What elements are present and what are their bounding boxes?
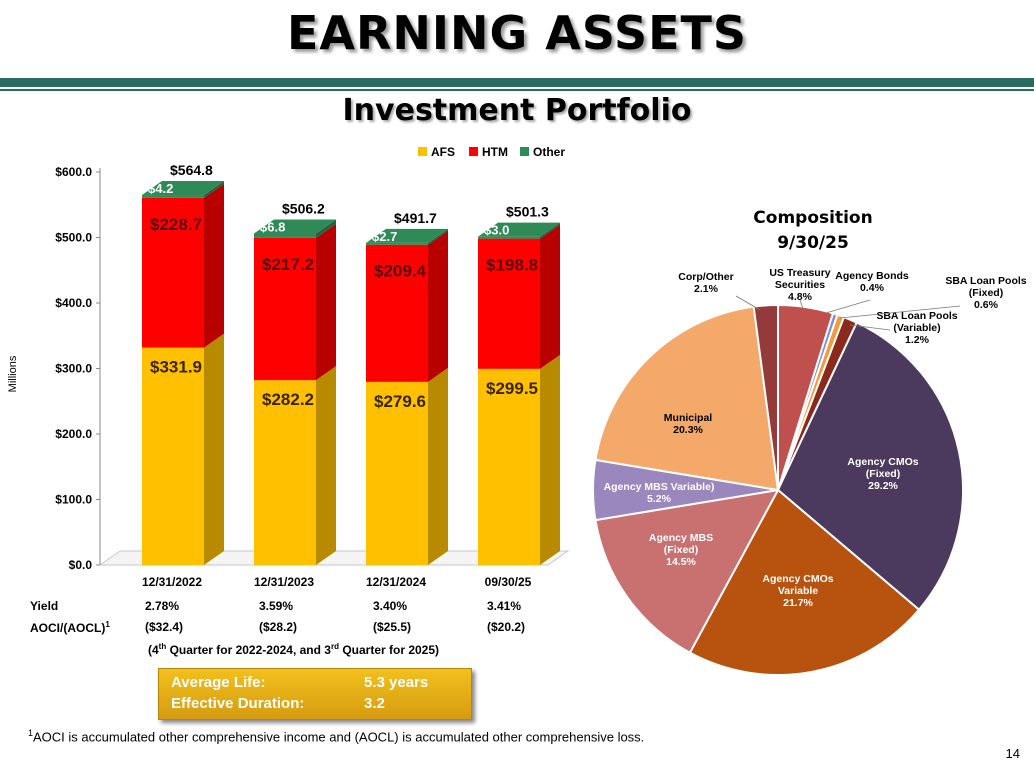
eff-duration-value: 3.2 xyxy=(364,695,385,712)
bar-top xyxy=(142,181,224,196)
bar-afs xyxy=(366,381,428,565)
bar-htm xyxy=(254,237,316,381)
bar-side xyxy=(316,366,336,565)
y-tick-label: $500.0 xyxy=(55,231,92,245)
yield-row-label: Yield xyxy=(30,599,59,613)
bar-value-label: $279.6 xyxy=(374,392,426,411)
aoci-value: ($28.2) xyxy=(259,620,298,634)
bar-other xyxy=(478,236,540,239)
bar-side xyxy=(204,333,224,565)
yield-value: 2.78% xyxy=(145,599,180,613)
x-tick-label: 12/31/2022 xyxy=(142,575,202,589)
bar-value-label: $282.2 xyxy=(262,390,314,409)
bar-htm xyxy=(478,238,540,369)
page-number: 14 xyxy=(1005,746,1020,761)
aoci-value: ($32.4) xyxy=(145,620,184,634)
bar-side xyxy=(428,228,448,245)
bar-value-label: $198.8 xyxy=(486,256,538,275)
bar-top xyxy=(366,228,448,243)
bar-total-label: $491.7 xyxy=(394,210,437,226)
yield-value: 3.41% xyxy=(487,599,522,613)
bar-afs xyxy=(478,368,540,565)
eff-duration-label: Effective Duration: xyxy=(171,695,305,712)
bar-side xyxy=(204,181,224,198)
bar-value-label: $2.7 xyxy=(372,229,397,244)
legend-swatch xyxy=(418,147,427,156)
bar-top xyxy=(254,219,336,234)
bar-side xyxy=(428,230,448,382)
y-tick-label: $300.0 xyxy=(55,362,92,376)
bar-total-label: $506.2 xyxy=(282,200,325,216)
yield-value: 3.59% xyxy=(259,599,294,613)
bar-htm xyxy=(366,244,428,382)
bar-other xyxy=(254,233,316,238)
bar-side xyxy=(540,354,560,565)
bar-htm xyxy=(142,197,204,348)
bar-other xyxy=(366,242,428,245)
bar-total-label: $564.8 xyxy=(170,162,213,178)
header-rule xyxy=(0,78,1034,87)
bar-value-label: $299.5 xyxy=(486,379,538,398)
aoci-row-label: AOCI/(AOCL)1 xyxy=(30,620,110,635)
quarter-note: (4th Quarter for 2022-2024, and 3rd Quar… xyxy=(148,642,440,657)
bar-side xyxy=(316,223,336,381)
bar-side xyxy=(428,367,448,565)
yield-value: 3.40% xyxy=(373,599,408,613)
bar-total-label: $501.3 xyxy=(506,204,549,220)
bar-afs xyxy=(142,347,204,565)
bar-value-label: $331.9 xyxy=(150,358,202,377)
bar-value-label: $228.7 xyxy=(150,215,202,234)
y-tick-label: $400.0 xyxy=(55,296,92,310)
legend-label: Other xyxy=(533,145,565,159)
y-tick-label: $200.0 xyxy=(55,427,92,441)
legend-swatch xyxy=(469,147,478,156)
x-tick-label: 12/31/2024 xyxy=(366,575,426,589)
bar-value-label: $4.2 xyxy=(148,181,173,196)
bar-value-label: $6.8 xyxy=(260,219,285,234)
legend-label: HTM xyxy=(482,145,508,159)
bar-value-label: $217.2 xyxy=(262,255,314,274)
bar-side xyxy=(540,224,560,369)
bar-afs xyxy=(254,380,316,565)
y-axis-label: Millions xyxy=(7,355,19,392)
average-life-box: Average Life: 5.3 years Effective Durati… xyxy=(158,668,472,720)
avg-life-label: Average Life: xyxy=(171,674,266,691)
bar-value-label: $209.4 xyxy=(374,262,427,281)
page-title: EARNING ASSETS xyxy=(286,6,748,60)
header-rule-thin xyxy=(0,89,1034,91)
bar-top xyxy=(478,222,560,237)
bar-side xyxy=(540,222,560,239)
bar-side xyxy=(204,183,224,348)
x-tick-label: 09/30/25 xyxy=(485,575,532,589)
bar-side xyxy=(316,219,336,238)
aoci-value: ($25.5) xyxy=(373,620,412,634)
y-tick-label: $100.0 xyxy=(55,493,92,507)
pie-title: Composition 9/30/25 xyxy=(753,208,873,253)
legend-swatch xyxy=(520,147,529,156)
footnote: 1AOCI is accumulated other comprehensive… xyxy=(28,728,645,745)
y-tick-label: $600.0 xyxy=(55,165,92,179)
legend-label: AFS xyxy=(431,145,455,159)
avg-life-value: 5.3 years xyxy=(364,674,429,691)
page-subtitle: Investment Portfolio xyxy=(342,93,692,128)
x-tick-label: 12/31/2023 xyxy=(254,575,314,589)
bar-other xyxy=(142,195,204,198)
aoci-value: ($20.2) xyxy=(487,620,526,634)
bar-value-label: $3.0 xyxy=(484,223,509,238)
y-tick-label: $0.0 xyxy=(69,558,93,572)
